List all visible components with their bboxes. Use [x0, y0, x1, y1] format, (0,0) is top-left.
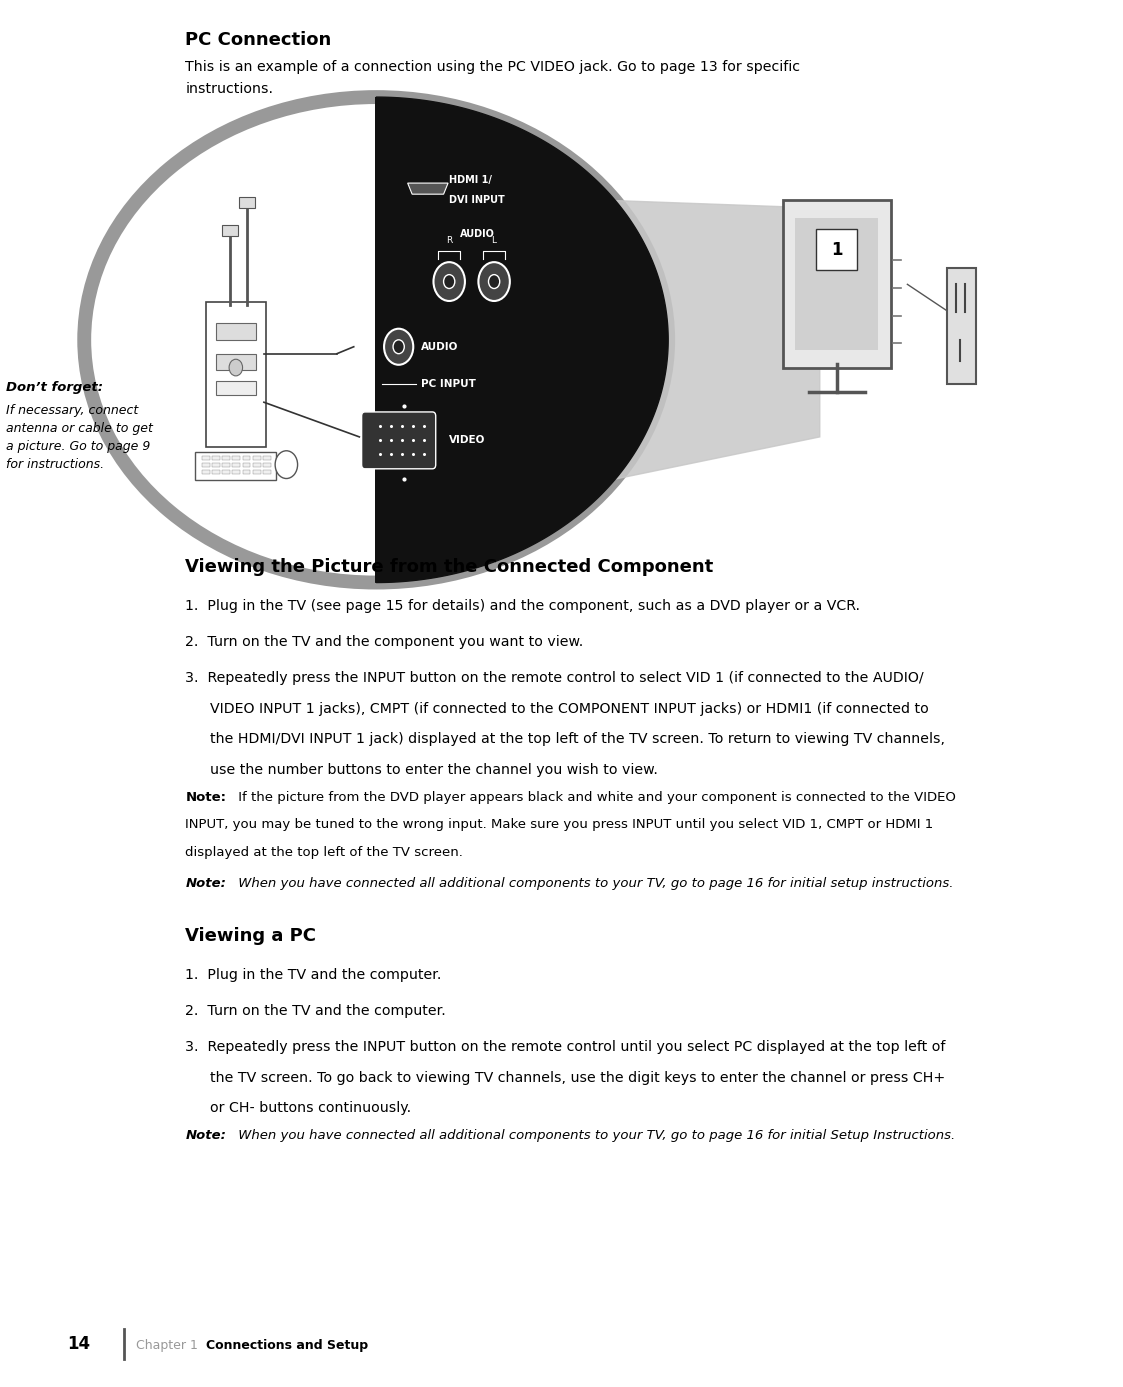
Bar: [222, 470, 230, 474]
Polygon shape: [615, 201, 820, 479]
Bar: [253, 456, 261, 460]
Text: R: R: [446, 237, 453, 245]
Text: PC Connection: PC Connection: [185, 32, 331, 49]
Bar: [795, 219, 878, 351]
Bar: [243, 470, 250, 474]
Bar: [222, 456, 230, 460]
Text: DVI INPUT: DVI INPUT: [449, 194, 505, 205]
Bar: [212, 463, 220, 467]
Text: a picture. Go to page 9: a picture. Go to page 9: [6, 440, 150, 452]
Circle shape: [384, 329, 413, 365]
Text: or CH- buttons continuously.: or CH- buttons continuously.: [210, 1101, 411, 1115]
Bar: [222, 225, 238, 236]
Text: Connections and Setup: Connections and Setup: [206, 1338, 367, 1352]
Polygon shape: [376, 97, 668, 583]
Bar: [263, 456, 271, 460]
Bar: [202, 470, 210, 474]
Polygon shape: [408, 183, 448, 194]
Bar: [232, 470, 240, 474]
FancyBboxPatch shape: [947, 268, 976, 384]
Text: 3.  Repeatedly press the INPUT button on the remote control until you select PC : 3. Repeatedly press the INPUT button on …: [185, 1040, 946, 1054]
Text: 1: 1: [831, 241, 842, 258]
FancyBboxPatch shape: [783, 200, 891, 368]
Circle shape: [444, 275, 455, 288]
Circle shape: [275, 451, 298, 479]
Bar: [263, 470, 271, 474]
Text: Note:: Note:: [185, 791, 227, 803]
Text: for instructions.: for instructions.: [6, 458, 103, 470]
Bar: [212, 470, 220, 474]
Text: 3.  Repeatedly press the INPUT button on the remote control to select VID 1 (if : 3. Repeatedly press the INPUT button on …: [185, 671, 924, 685]
Bar: [202, 463, 210, 467]
Text: 1.  Plug in the TV (see page 15 for details) and the component, such as a DVD pl: 1. Plug in the TV (see page 15 for detai…: [185, 599, 860, 613]
Text: antenna or cable to get: antenna or cable to get: [6, 422, 153, 434]
Text: Don’t forget:: Don’t forget:: [6, 381, 102, 394]
Text: Viewing a PC: Viewing a PC: [185, 927, 317, 945]
Ellipse shape: [84, 97, 668, 583]
Circle shape: [489, 275, 500, 288]
Bar: [216, 354, 256, 370]
Circle shape: [393, 340, 404, 354]
Bar: [232, 456, 240, 460]
Bar: [243, 463, 250, 467]
Text: When you have connected all additional components to your TV, go to page 16 for : When you have connected all additional c…: [234, 877, 953, 889]
Text: This is an example of a connection using the PC VIDEO jack. Go to page 13 for sp: This is an example of a connection using…: [185, 60, 801, 74]
Bar: [239, 197, 255, 208]
Text: VIDEO INPUT 1 jacks), CMPT (if connected to the COMPONENT INPUT jacks) or HDMI1 : VIDEO INPUT 1 jacks), CMPT (if connected…: [210, 702, 929, 716]
Circle shape: [478, 262, 510, 301]
Bar: [222, 463, 230, 467]
Bar: [232, 463, 240, 467]
Text: the TV screen. To go back to viewing TV channels, use the digit keys to enter th: the TV screen. To go back to viewing TV …: [210, 1071, 946, 1085]
Bar: [212, 456, 220, 460]
Text: Chapter 1: Chapter 1: [136, 1338, 198, 1352]
Text: VIDEO: VIDEO: [449, 434, 485, 445]
Text: 14: 14: [67, 1336, 91, 1352]
Text: If necessary, connect: If necessary, connect: [6, 404, 138, 416]
Text: AUDIO: AUDIO: [421, 341, 458, 352]
Text: L: L: [492, 237, 496, 245]
Text: 2.  Turn on the TV and the component you want to view.: 2. Turn on the TV and the component you …: [185, 635, 584, 649]
Bar: [243, 456, 250, 460]
Bar: [216, 323, 256, 340]
Text: AUDIO: AUDIO: [459, 229, 495, 240]
Text: Note:: Note:: [185, 877, 226, 889]
FancyBboxPatch shape: [195, 452, 276, 480]
Text: PC INPUT: PC INPUT: [421, 379, 476, 390]
Bar: [202, 456, 210, 460]
Bar: [253, 470, 261, 474]
Circle shape: [229, 359, 243, 376]
Text: the HDMI/DVI INPUT 1 jack) displayed at the top left of the TV screen. To return: the HDMI/DVI INPUT 1 jack) displayed at …: [210, 732, 944, 746]
Bar: [253, 463, 261, 467]
Text: Note:: Note:: [185, 1129, 226, 1142]
Text: 1.  Plug in the TV and the computer.: 1. Plug in the TV and the computer.: [185, 968, 441, 982]
Bar: [816, 229, 857, 270]
FancyBboxPatch shape: [206, 302, 266, 447]
Text: If the picture from the DVD player appears black and white and your component is: If the picture from the DVD player appea…: [234, 791, 956, 803]
Bar: [263, 463, 271, 467]
Text: HDMI 1/: HDMI 1/: [449, 175, 492, 186]
Text: Viewing the Picture from the Connected Component: Viewing the Picture from the Connected C…: [185, 558, 713, 576]
Bar: [216, 381, 256, 395]
Text: use the number buttons to enter the channel you wish to view.: use the number buttons to enter the chan…: [210, 763, 658, 777]
Text: When you have connected all additional components to your TV, go to page 16 for : When you have connected all additional c…: [234, 1129, 955, 1142]
Text: 2.  Turn on the TV and the computer.: 2. Turn on the TV and the computer.: [185, 1004, 446, 1018]
FancyBboxPatch shape: [362, 412, 436, 469]
Text: INPUT, you may be tuned to the wrong input. Make sure you press INPUT until you : INPUT, you may be tuned to the wrong inp…: [185, 818, 933, 831]
Text: instructions.: instructions.: [185, 82, 273, 96]
Circle shape: [433, 262, 465, 301]
Text: displayed at the top left of the TV screen.: displayed at the top left of the TV scre…: [185, 846, 463, 859]
